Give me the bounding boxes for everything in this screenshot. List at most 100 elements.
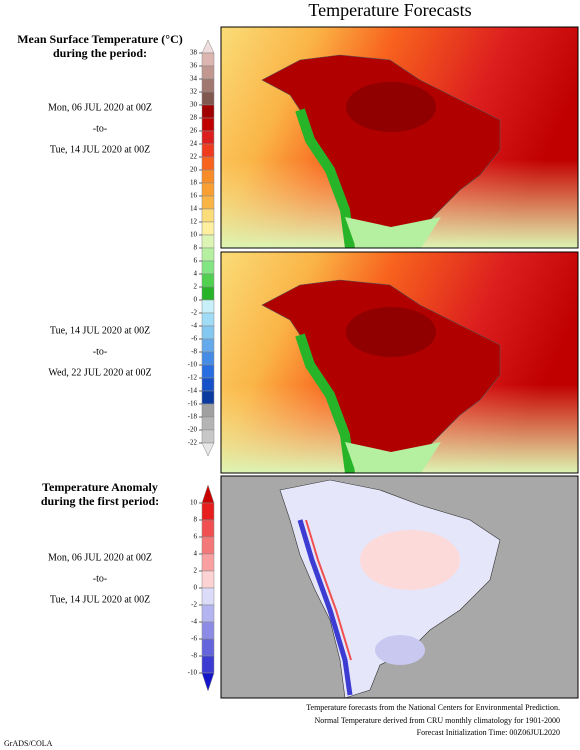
period-separator: -to-	[93, 573, 107, 584]
period-start: Mon, 06 JUL 2020 at 00Z	[48, 552, 152, 563]
colorbar-tick-label: 6	[194, 533, 198, 541]
colorbar-tick-label: 34	[190, 75, 198, 83]
colorbar-box	[201, 553, 215, 572]
colorbar-tick-label: 8	[194, 244, 198, 252]
colorbar-box	[201, 286, 215, 301]
colorbar-box	[201, 364, 215, 379]
colorbar-box	[201, 377, 215, 392]
colorbar-tick-label: 0	[194, 296, 198, 304]
panel-heading: Temperature Anomaly	[42, 480, 158, 494]
period-end: Tue, 14 JUL 2020 at 00Z	[50, 594, 150, 605]
colorbar-box	[201, 403, 215, 418]
map-panel	[221, 27, 578, 248]
period-start: Tue, 14 JUL 2020 at 00Z	[50, 325, 150, 336]
colorbar-box	[201, 338, 215, 353]
colorbar-box	[201, 247, 215, 262]
colorbar-tick-label: 26	[190, 127, 198, 135]
colorbar-box	[201, 52, 215, 67]
period-end: Wed, 22 JUL 2020 at 00Z	[48, 367, 151, 378]
colorbar-box	[201, 351, 215, 366]
colorbar-tick-label: -6	[191, 635, 197, 643]
colorbar-tick-label: -12	[188, 374, 198, 382]
colorbar-tick-label: -18	[188, 413, 198, 421]
colorbar-box	[201, 429, 215, 444]
footer-note: Forecast Initialization Time: 00Z06JUL20…	[417, 728, 560, 737]
colorbar-tick-label: 10	[190, 499, 198, 507]
colorbar-tick-label: -10	[188, 669, 198, 677]
colorbar-end	[201, 442, 215, 457]
colorbar-box	[201, 299, 215, 314]
colorbar-box	[201, 117, 215, 132]
colorbar-tick-label: 24	[190, 140, 198, 148]
colorbar-tick-label: -14	[188, 387, 198, 395]
colorbar-box	[201, 195, 215, 210]
colorbar-tick-label: 8	[194, 516, 198, 524]
period-separator: -to-	[93, 123, 107, 134]
colorbar-box	[201, 78, 215, 93]
colorbar-box	[201, 655, 215, 674]
colorbar-box	[201, 502, 215, 521]
colorbar-tick-label: -2	[191, 601, 197, 609]
colorbar-box	[201, 169, 215, 184]
colorbar-end	[201, 484, 215, 504]
colorbar-tick-label: -10	[188, 361, 198, 369]
colorbar-box	[201, 638, 215, 657]
colorbar-box	[201, 536, 215, 555]
panel-frame	[220, 26, 579, 249]
period-end: Tue, 14 JUL 2020 at 00Z	[50, 144, 150, 155]
panel-heading: Mean Surface Temperature (°C)	[17, 32, 183, 46]
colorbar-tick-label: -8	[191, 348, 197, 356]
page-title: Temperature Forecasts	[308, 0, 471, 20]
colorbar-tick-label: 6	[194, 257, 198, 265]
colorbar-box	[201, 260, 215, 275]
panel-heading: during the period:	[53, 46, 147, 60]
colorbar-tick-label: 12	[190, 218, 198, 226]
colorbar-box	[201, 273, 215, 288]
map-panel	[221, 476, 578, 699]
colorbar-tick-label: 20	[190, 166, 198, 174]
colorbar-tick-label: 36	[190, 62, 198, 70]
footer-note: Normal Temperature derived from CRU mont…	[315, 716, 560, 725]
colorbar-box	[201, 621, 215, 640]
colorbar-tick-label: 30	[190, 101, 198, 109]
colorbar-box	[201, 91, 215, 106]
colorbar-end	[201, 39, 215, 54]
colorbar-tick-label: -4	[191, 618, 197, 626]
colorbar-tick-label: -20	[188, 426, 198, 434]
colorbar-box	[201, 65, 215, 80]
colorbar-box	[201, 221, 215, 236]
colorbar-tick-label: -16	[188, 400, 198, 408]
colorbar-tick-label: 10	[190, 231, 198, 239]
colorbar-tick-label: 38	[190, 49, 198, 57]
colorbar-box	[201, 208, 215, 223]
colorbar-box	[201, 416, 215, 431]
colorbar-tick-label: -22	[188, 439, 198, 447]
colorbar-tick-label: 32	[190, 88, 198, 96]
colorbar-box	[201, 587, 215, 606]
colorbar-tick-label: -8	[191, 652, 197, 660]
colorbar-tick-label: 4	[194, 550, 198, 558]
colorbar-box	[201, 312, 215, 327]
colorbar-tick-label: -6	[191, 335, 197, 343]
colorbar-tick-label: 2	[194, 567, 198, 575]
colorbar-box	[201, 104, 215, 119]
colorbar-tick-label: 14	[190, 205, 198, 213]
colorbar-tick-label: 16	[190, 192, 198, 200]
colorbar-box	[201, 390, 215, 405]
colorbar-box	[201, 182, 215, 197]
colorbar-tick-label: 0	[194, 584, 198, 592]
map-panel	[221, 252, 578, 473]
colorbar-tick-label: 2	[194, 283, 198, 291]
colorbar-tick-label: 4	[194, 270, 198, 278]
period-separator: -to-	[93, 346, 107, 357]
colorbar-tick-label: 18	[190, 179, 198, 187]
colorbar-box	[201, 604, 215, 623]
colorbar-box	[201, 234, 215, 249]
colorbar-tick-label: 28	[190, 114, 198, 122]
panel-frame	[220, 475, 579, 699]
colorbar-box	[201, 519, 215, 538]
colorbar-box	[201, 325, 215, 340]
period-start: Mon, 06 JUL 2020 at 00Z	[48, 102, 152, 113]
panel-frame	[220, 251, 579, 474]
credit: GrADS/COLA	[4, 739, 53, 748]
